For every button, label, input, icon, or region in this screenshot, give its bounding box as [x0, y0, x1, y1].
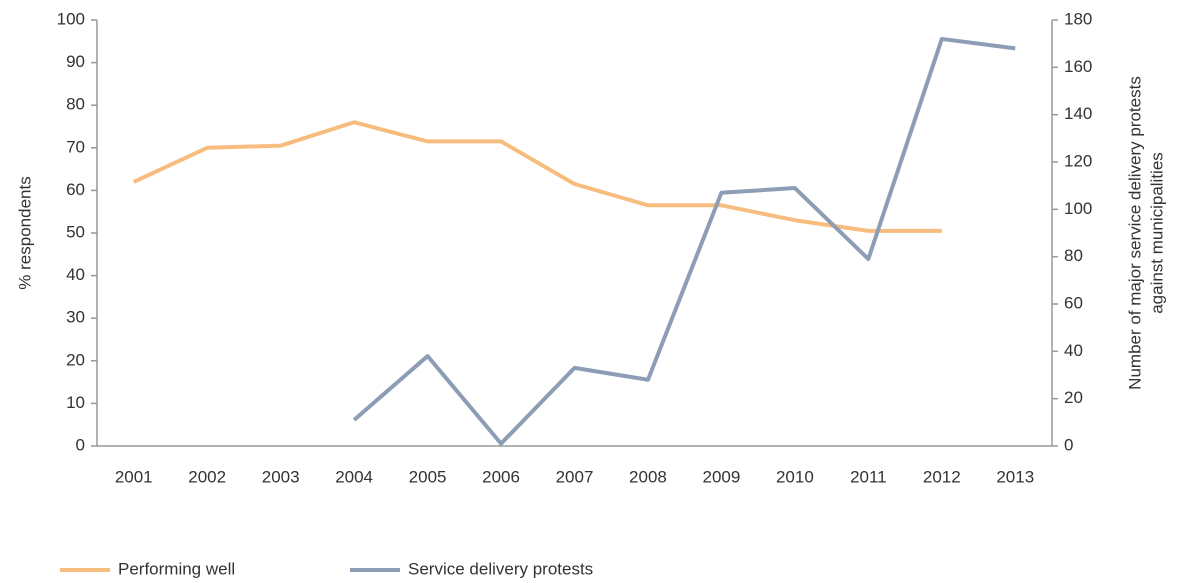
y2-tick-label: 20 — [1064, 388, 1083, 407]
y2-tick-label: 160 — [1064, 57, 1092, 76]
x-tick-label: 2004 — [335, 467, 373, 486]
y-tick-label: 0 — [76, 435, 85, 454]
x-tick-label: 2003 — [262, 467, 300, 486]
y-tick-label: 50 — [66, 222, 85, 241]
x-tick-label: 2009 — [703, 467, 741, 486]
x-tick-label: 2010 — [776, 467, 814, 486]
y-tick-label: 100 — [57, 9, 85, 28]
y2-tick-label: 40 — [1064, 341, 1083, 360]
y-tick-label: 10 — [66, 393, 85, 412]
x-tick-label: 2013 — [996, 467, 1034, 486]
x-tick-label: 2008 — [629, 467, 667, 486]
y2-tick-label: 120 — [1064, 151, 1092, 170]
x-tick-label: 2001 — [115, 467, 153, 486]
y-tick-label: 90 — [66, 52, 85, 71]
y2-axis-label: against municipalities — [1147, 152, 1166, 314]
line-series — [132, 120, 942, 233]
y2-tick-label: 100 — [1064, 199, 1092, 218]
x-tick-label: 2002 — [188, 467, 226, 486]
legend-label: Service delivery protests — [408, 559, 593, 578]
x-tick-label: 2007 — [556, 467, 594, 486]
y2-tick-label: 80 — [1064, 246, 1083, 265]
y-tick-label: 40 — [66, 265, 85, 284]
y-axis-label: % respondents — [15, 176, 34, 289]
y2-tick-label: 60 — [1064, 293, 1083, 312]
y-tick-label: 30 — [66, 308, 85, 327]
legend-label: Performing well — [118, 559, 235, 578]
x-tick-label: 2012 — [923, 467, 961, 486]
y2-tick-label: 140 — [1064, 104, 1092, 123]
y-tick-label: 20 — [66, 350, 85, 369]
x-tick-label: 2006 — [482, 467, 520, 486]
x-tick-label: 2011 — [850, 467, 887, 486]
y2-axis-label: Number of major service delivery protest… — [1125, 76, 1144, 390]
x-tick-label: 2005 — [409, 467, 447, 486]
line-series — [352, 36, 1016, 446]
y-tick-label: 60 — [66, 180, 85, 199]
y2-tick-label: 0 — [1064, 435, 1073, 454]
y-tick-label: 80 — [66, 95, 85, 114]
y-tick-label: 70 — [66, 137, 85, 156]
y2-tick-label: 180 — [1064, 9, 1092, 28]
